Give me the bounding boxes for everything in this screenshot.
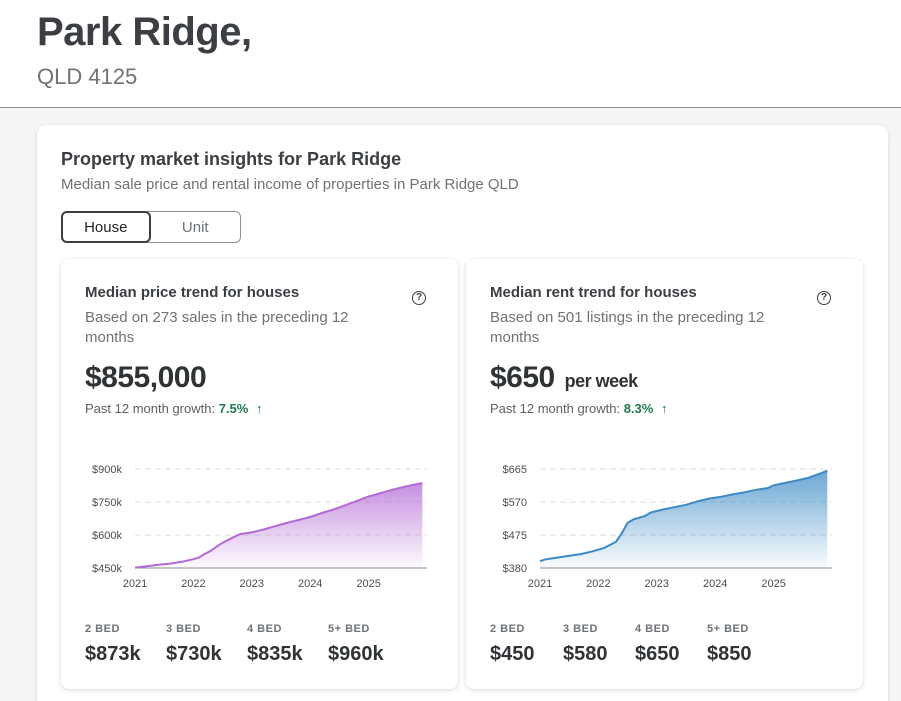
growth-line: Past 12 month growth: 7.5% ↑	[85, 401, 262, 416]
bed-label: 3 BED	[563, 623, 598, 635]
x-tick-label: 2022	[181, 578, 205, 590]
arrow-up-icon: ↑	[255, 401, 263, 416]
tab-house[interactable]: House	[61, 211, 151, 243]
rent-value: $650	[490, 361, 555, 394]
y-tick-label: $450k	[92, 563, 122, 575]
y-tick-label: $750k	[92, 497, 122, 509]
y-tick-label: $600k	[92, 530, 122, 542]
bed-value: $730k	[166, 643, 222, 665]
median-rent-card: Median rent trend for houses ? Based on …	[466, 259, 863, 689]
bed-label: 5+ BED	[707, 623, 749, 635]
suburb-title: Park Ridge,	[37, 10, 252, 54]
x-tick-label: 2021	[123, 578, 147, 590]
bed-breakdown: 2 BED $873k 3 BED $730k 4 BED $835k 5+ B…	[85, 623, 409, 666]
bed-value: $960k	[328, 643, 384, 665]
card-title: Median price trend for houses	[85, 284, 300, 301]
y-tick-label: $380	[503, 563, 527, 575]
median-price-value: $855,000	[85, 361, 207, 395]
y-tick-label: $665	[503, 464, 527, 476]
x-tick-label: 2023	[645, 578, 669, 590]
bed-4: 4 BED $835k	[247, 623, 328, 666]
bed-breakdown: 2 BED $450 3 BED $580 4 BED $650 5+ BED …	[490, 623, 779, 666]
arrow-up-icon: ↑	[660, 401, 668, 416]
bed-3: 3 BED $580	[563, 623, 635, 666]
bed-label: 5+ BED	[328, 623, 370, 635]
tab-unit[interactable]: Unit	[181, 218, 209, 236]
property-type-toggle: House Unit	[61, 211, 241, 243]
bed-label: 4 BED	[247, 623, 282, 635]
x-tick-label: 2023	[240, 578, 264, 590]
insights-title: Property market insights for Park Ridge	[61, 149, 402, 169]
growth-label: Past 12 month growth:	[85, 401, 216, 416]
bed-label: 3 BED	[166, 623, 201, 635]
median-price-card: Median price trend for houses ? Based on…	[61, 259, 458, 689]
x-tick-label: 2025	[761, 578, 785, 590]
bed-5-plus: 5+ BED $850	[707, 623, 779, 666]
price-value: $855,000	[85, 361, 207, 394]
bed-value: $650	[635, 643, 680, 665]
series-line	[134, 482, 423, 569]
question-circle-icon[interactable]: ?	[412, 291, 426, 305]
card-subtitle: Based on 501 listings in the preceding 1…	[490, 309, 765, 346]
growth-label: Past 12 month growth:	[490, 401, 621, 416]
x-tick-label: 2024	[298, 578, 322, 590]
y-tick-label: $475	[503, 530, 527, 542]
bed-2: 2 BED $873k	[85, 623, 166, 666]
bed-value: $835k	[247, 643, 303, 665]
insights-subtitle: Median sale price and rental income of p…	[61, 176, 519, 193]
bed-5-plus: 5+ BED $960k	[328, 623, 409, 666]
bed-value: $873k	[85, 643, 141, 665]
rent-trend-chart: $380 $475 $570 $665 2021 2022 2023 2024 2025	[503, 464, 832, 590]
bed-label: 2 BED	[85, 623, 120, 635]
growth-value: 8.3%	[623, 401, 654, 416]
median-rent-value: $650 per week	[490, 361, 638, 395]
question-circle-icon[interactable]: ?	[817, 291, 831, 305]
series-line	[539, 469, 828, 563]
series-area	[540, 470, 828, 568]
card-title: Median rent trend for houses	[490, 284, 697, 301]
suburb-state-postcode: QLD 4125	[37, 64, 138, 89]
bed-2: 2 BED $450	[490, 623, 563, 666]
y-tick-label: $570	[503, 497, 527, 509]
bed-value: $850	[707, 643, 752, 665]
x-tick-label: 2021	[528, 578, 552, 590]
page-header: Park Ridge, QLD 4125	[0, 0, 901, 108]
x-tick-label: 2022	[586, 578, 610, 590]
bed-value: $580	[563, 643, 608, 665]
growth-line: Past 12 month growth: 8.3% ↑	[490, 401, 667, 416]
market-insights-card: Property market insights for Park Ridge …	[37, 125, 888, 701]
price-trend-chart: $450k $600k $750k $900k 2021 2022 2023 2024 2025	[92, 464, 427, 590]
x-tick-label: 2025	[356, 578, 380, 590]
y-tick-label: $900k	[92, 464, 122, 476]
bed-value: $450	[490, 643, 535, 665]
rent-unit: per week	[564, 371, 639, 391]
card-subtitle: Based on 273 sales in the preceding 12 m…	[85, 309, 349, 346]
bed-3: 3 BED $730k	[166, 623, 247, 666]
bed-4: 4 BED $650	[635, 623, 707, 666]
bed-label: 2 BED	[490, 623, 525, 635]
bed-label: 4 BED	[635, 623, 670, 635]
growth-value: 7.5%	[218, 401, 249, 416]
x-tick-label: 2024	[703, 578, 727, 590]
